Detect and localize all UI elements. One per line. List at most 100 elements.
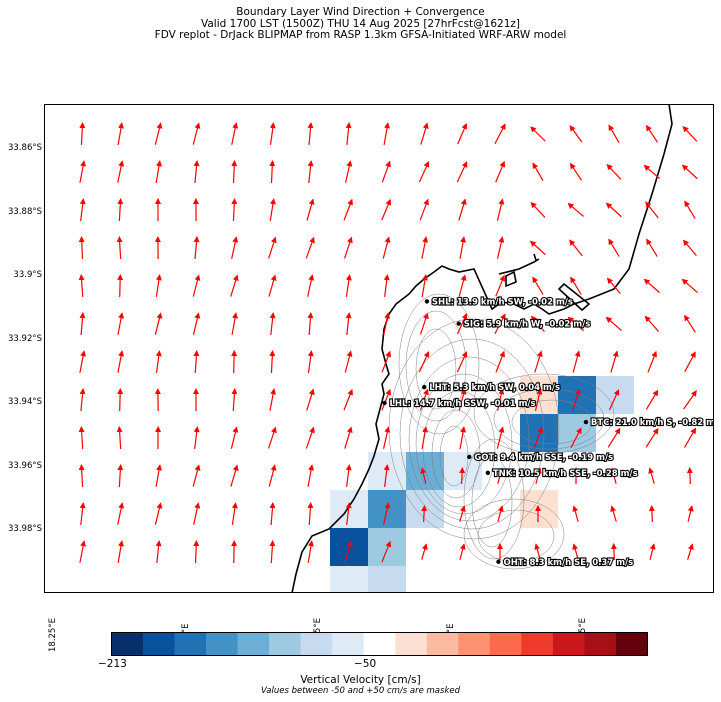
wind-arrow — [683, 427, 697, 448]
wind-arrow — [570, 427, 582, 449]
station-dot[interactable] — [467, 454, 472, 460]
wind-arrow — [345, 274, 352, 297]
velocity-cell — [406, 452, 444, 490]
wind-arrow — [496, 198, 505, 221]
wind-arrow — [192, 464, 201, 487]
wind-arrows — [78, 122, 698, 564]
title-line-1: Boundary Layer Wind Direction + Converge… — [236, 6, 485, 18]
wind-arrow — [230, 274, 239, 297]
wind-arrow — [608, 124, 620, 143]
wind-arrow — [307, 312, 314, 336]
colorbar-swatch — [552, 632, 585, 656]
wind-arrow — [530, 315, 545, 333]
wind-arrow — [495, 350, 505, 373]
wind-arrow — [644, 315, 660, 332]
wind-arrow — [193, 540, 200, 564]
velocity-cell — [368, 528, 406, 566]
wind-arrow — [530, 201, 546, 218]
wind-arrow — [79, 160, 87, 183]
map-frame — [44, 104, 714, 593]
station-label: SIG: 5.9 km/h W, -0.02 m/s — [464, 320, 591, 330]
station-dot[interactable] — [382, 400, 387, 406]
wind-arrow — [419, 198, 429, 221]
wind-arrow — [117, 464, 124, 488]
lat-tick-label: 33.86°S — [8, 143, 42, 153]
coastline — [291, 104, 673, 593]
station-dot[interactable] — [424, 299, 430, 304]
contour-line — [405, 310, 467, 422]
wind-arrow — [570, 276, 582, 295]
wind-arrow — [231, 312, 238, 335]
station-dot[interactable] — [456, 321, 461, 326]
wind-arrow — [529, 240, 546, 256]
map-plot-area[interactable]: SHL: 13.9 km/h SW, -0.02 m/s SIG: 5.9 km/… — [44, 104, 714, 593]
wind-arrow — [117, 274, 124, 298]
wind-arrow — [192, 312, 201, 335]
wind-arrow — [193, 236, 200, 260]
wind-arrow — [682, 239, 697, 257]
wind-arrow — [193, 350, 200, 374]
colorbar-frame — [111, 632, 648, 656]
wind-arrow — [193, 160, 200, 184]
contour-line — [493, 388, 605, 450]
title-line-2: Valid 1700 LST (1500Z) THU 14 Aug 2025 [… — [201, 18, 520, 30]
wind-arrow — [117, 198, 124, 222]
wind-arrow — [345, 122, 352, 146]
wind-arrow — [381, 388, 392, 411]
station-dot[interactable] — [485, 470, 491, 476]
wind-arrow — [383, 122, 390, 145]
wind-arrow — [382, 502, 391, 525]
wind-arrow — [648, 505, 655, 523]
station-dot[interactable] — [496, 559, 501, 564]
lon-tick-label: 18.25°E — [48, 618, 58, 652]
wind-arrow — [645, 201, 659, 219]
colorbar-swatch — [174, 632, 207, 656]
colorbar-swatch — [206, 632, 238, 656]
wind-arrow — [155, 350, 162, 373]
contour-line — [477, 509, 555, 563]
wind-arrow — [345, 502, 352, 525]
wind-arrow — [117, 312, 125, 335]
colorbar-swatch — [489, 632, 522, 656]
wind-arrow — [382, 236, 391, 259]
colorbar-swatch — [332, 632, 365, 656]
contour-line — [471, 456, 513, 548]
wind-arrow — [683, 390, 697, 410]
colorbar-swatch — [615, 632, 648, 656]
wind-arrow — [687, 505, 694, 522]
wind-arrow — [533, 426, 543, 449]
wind-arrow — [606, 277, 621, 295]
velocity-cell — [368, 566, 406, 593]
wind-arrow — [381, 160, 391, 183]
station-markers: SHL: 13.9 km/h SW, -0.02 m/s SIG: 5.9 km/… — [382, 296, 714, 569]
station-dot[interactable] — [583, 419, 589, 425]
wind-arrow — [530, 126, 546, 142]
colorbar — [111, 632, 648, 656]
wind-arrow — [682, 125, 698, 142]
wind-arrow — [269, 198, 276, 221]
contour-line — [398, 293, 480, 435]
wind-arrow — [572, 388, 581, 411]
wind-arrow — [343, 198, 353, 221]
station-dot[interactable] — [422, 384, 427, 390]
wind-arrow — [567, 202, 585, 217]
wind-arrow — [305, 236, 315, 259]
wind-arrow — [231, 198, 238, 222]
wind-arrow — [307, 540, 314, 563]
wind-arrow — [645, 389, 659, 410]
colorbar-tick-mid: −50 — [354, 658, 377, 670]
wind-arrow — [307, 350, 314, 373]
station-label: TNK: 10.5 km/h SSE, -0.28 m/s — [493, 469, 638, 479]
wind-arrow — [608, 389, 620, 411]
contour-line — [422, 390, 496, 508]
contour-line — [415, 328, 457, 410]
wind-arrow — [79, 312, 86, 336]
wind-arrow — [79, 502, 86, 525]
wind-arrow — [534, 350, 543, 373]
wind-arrow — [607, 427, 621, 448]
contour-line — [431, 409, 481, 499]
wind-arrow — [307, 464, 315, 487]
velocity-cell — [520, 490, 558, 528]
wind-arrow — [684, 351, 696, 372]
wind-arrow — [307, 274, 315, 297]
